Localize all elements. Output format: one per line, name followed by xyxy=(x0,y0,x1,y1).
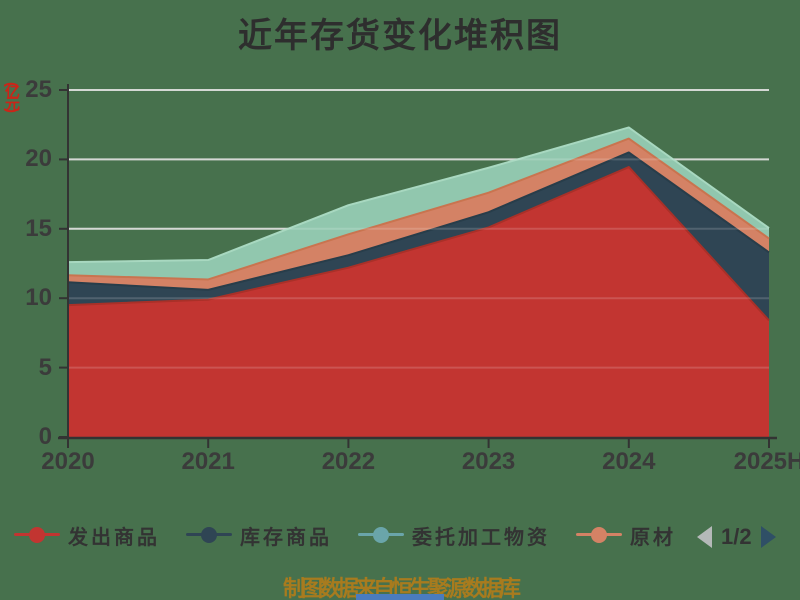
legend-prev-arrow-icon[interactable] xyxy=(697,526,712,548)
legend-label: 发出商品 xyxy=(68,526,160,549)
area-series xyxy=(68,152,769,321)
legend-label: 原材 xyxy=(630,526,676,549)
stacked-area-chart xyxy=(58,84,777,448)
page-title: 近年存货变化堆积图 xyxy=(238,17,562,55)
legend-marker-icon xyxy=(186,527,232,543)
legend-marker-icon xyxy=(576,527,622,543)
bottom-accent-bar xyxy=(356,594,444,600)
legend-label: 库存商品 xyxy=(240,526,332,549)
legend-item[interactable]: 发出商品 xyxy=(14,521,160,550)
area-series xyxy=(68,127,769,280)
legend-marker-icon xyxy=(14,527,60,543)
area-series xyxy=(68,167,769,437)
legend-label: 委托加工物资 xyxy=(412,526,550,549)
legend-item[interactable]: 委托加工物资 xyxy=(358,521,550,550)
legend-page-indicator: 1/2 xyxy=(721,524,752,549)
y-axis-unit-label: (亿元) xyxy=(3,82,20,110)
legend-marker-icon xyxy=(358,527,404,543)
legend-next-arrow-icon[interactable] xyxy=(760,526,776,548)
legend-item[interactable]: 库存商品 xyxy=(186,521,332,550)
legend-pager: 1/2 xyxy=(697,524,776,550)
legend: 发出商品 库存商品 委托加工物资 原材 xyxy=(14,520,676,550)
legend-item[interactable]: 原材 xyxy=(576,521,676,550)
